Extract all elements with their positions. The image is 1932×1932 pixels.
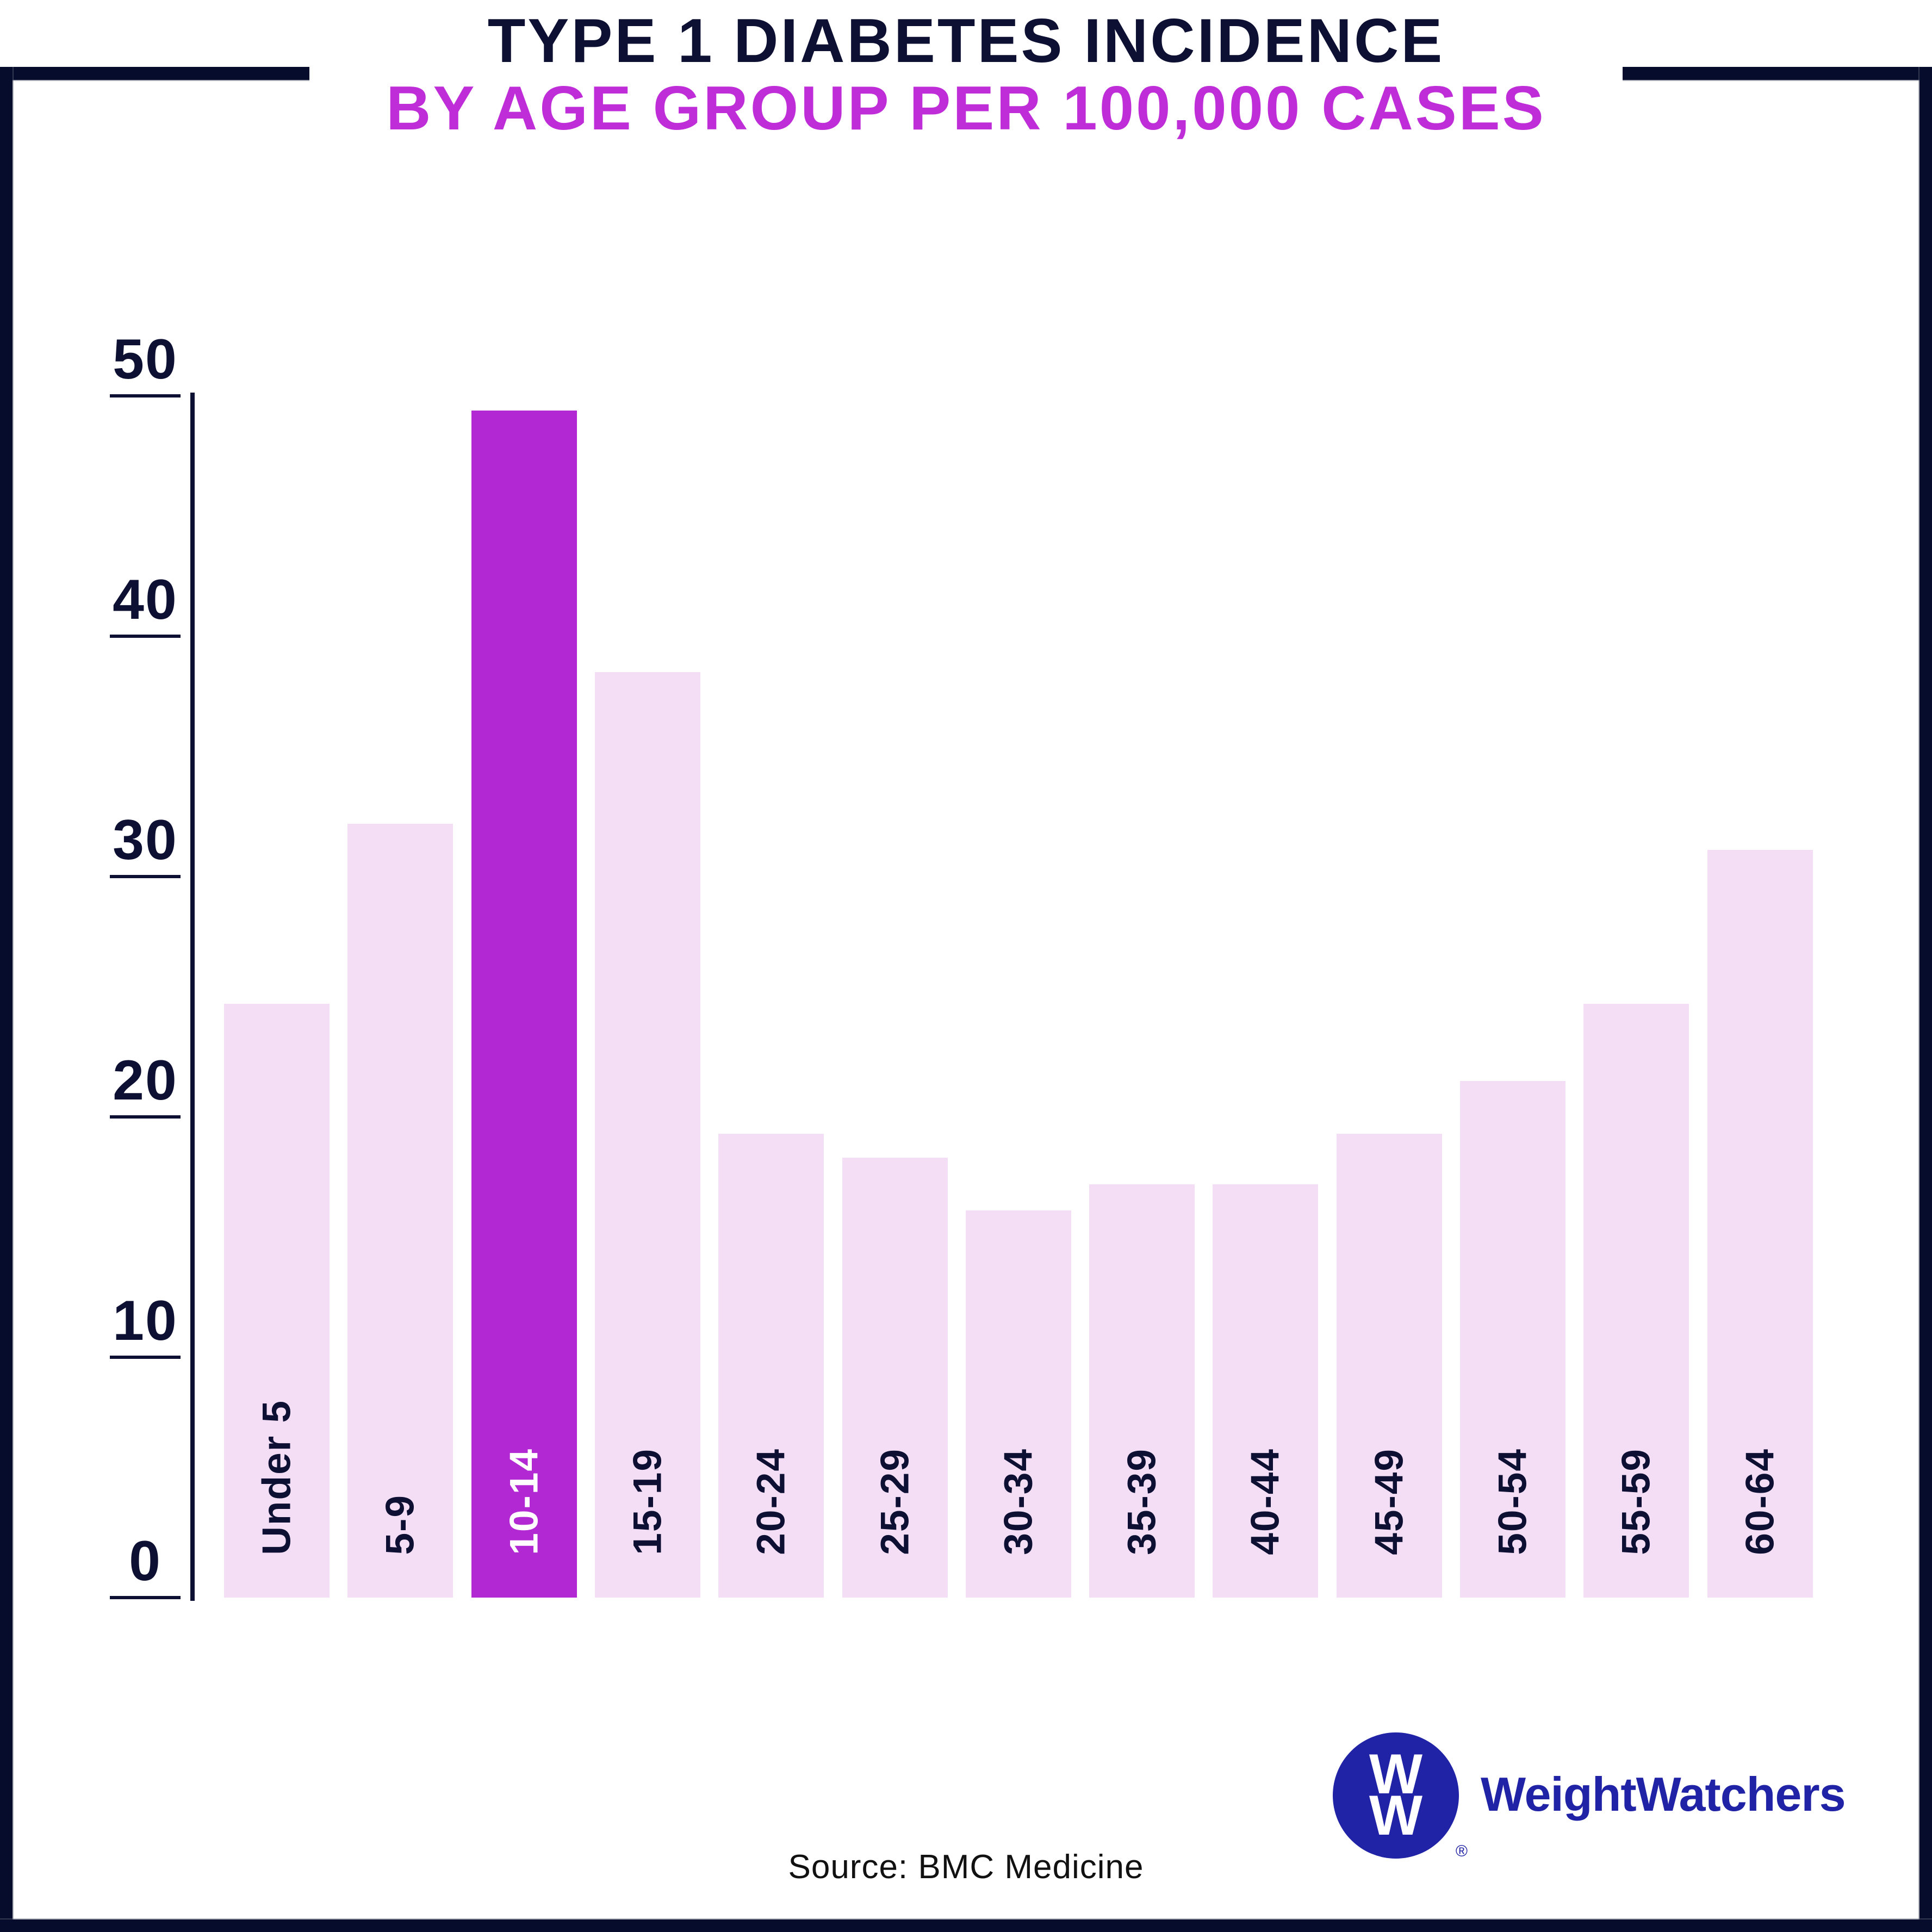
chart-title-line2: BY AGE GROUP PER 100,000 CASES — [386, 74, 1546, 144]
ww-monogram-top-w: W — [1369, 1743, 1423, 1806]
bar-category-label: Under 5 — [254, 1400, 299, 1555]
bar: 45-49 — [1337, 1134, 1442, 1598]
y-axis-line — [190, 393, 195, 1601]
y-tick-label: 50 — [113, 328, 178, 391]
bar-category-label: 45-49 — [1367, 1448, 1412, 1555]
bar-category-label: 5-9 — [378, 1494, 423, 1555]
bar: 15-19 — [595, 672, 700, 1598]
chart-title-line1: TYPE 1 DIABETES INCIDENCE — [487, 7, 1445, 76]
y-tick-mark — [110, 1356, 181, 1359]
y-tick-label: 40 — [113, 568, 178, 631]
weightwatchers-wordmark: WeightWatchers — [1481, 1767, 1846, 1821]
bar: 40-44 — [1213, 1184, 1318, 1598]
y-tick: 30 — [110, 797, 181, 878]
bar-category-label: 30-34 — [996, 1448, 1041, 1555]
ww-monogram-bottom-w: W — [1369, 1784, 1423, 1847]
y-tick-label: 20 — [113, 1049, 178, 1112]
source-caption: Source: BMC Medicine — [788, 1848, 1144, 1886]
y-tick: 40 — [110, 556, 181, 638]
y-tick: 0 — [110, 1518, 181, 1599]
y-tick-label: 0 — [129, 1530, 161, 1593]
bar: 55-59 — [1583, 1004, 1689, 1598]
frame-bottom-edge — [0, 1919, 1932, 1932]
registered-trademark-icon: ® — [1455, 1842, 1468, 1860]
frame-left-edge — [0, 67, 13, 1932]
bar: 30-34 — [966, 1210, 1071, 1598]
y-tick: 50 — [110, 316, 181, 397]
bar-category-label: 40-44 — [1243, 1448, 1288, 1555]
y-tick-mark — [110, 1596, 181, 1599]
y-tick: 20 — [110, 1037, 181, 1119]
bar-category-label: 60-64 — [1738, 1448, 1782, 1555]
y-tick-label: 30 — [113, 809, 178, 872]
bar-highlighted: 10-14 — [471, 411, 577, 1598]
y-tick: 10 — [110, 1277, 181, 1359]
bar: 50-54 — [1460, 1081, 1566, 1598]
bar-category-label: 55-59 — [1614, 1448, 1658, 1555]
y-tick-mark — [110, 394, 181, 397]
bar-category-label: 35-39 — [1120, 1448, 1164, 1555]
y-tick-mark — [110, 1115, 181, 1119]
bar-category-label: 15-19 — [625, 1448, 670, 1555]
ww-monogram-icon: W W — [1333, 1732, 1459, 1859]
y-tick-mark — [110, 875, 181, 878]
bar: 25-29 — [842, 1158, 948, 1598]
bar: Under 5 — [224, 1004, 330, 1598]
bar-category-label: 25-29 — [873, 1448, 917, 1555]
bar: 35-39 — [1089, 1184, 1195, 1598]
bar: 60-64 — [1707, 850, 1813, 1598]
y-tick-label: 10 — [113, 1289, 178, 1352]
bar-category-label: 20-24 — [749, 1448, 793, 1555]
frame-top-right-bracket — [1623, 67, 1932, 80]
frame-right-edge — [1919, 67, 1932, 1932]
y-tick-mark — [110, 635, 181, 638]
bar-category-label: 10-14 — [502, 1448, 546, 1555]
bar: 5-9 — [347, 824, 453, 1598]
weightwatchers-logo: W W ® — [1333, 1732, 1468, 1860]
bar: 20-24 — [718, 1134, 824, 1598]
bar-category-label: 50-54 — [1490, 1448, 1535, 1555]
chart-title: TYPE 1 DIABETES INCIDENCE BY AGE GROUP P… — [0, 7, 1932, 144]
frame-top-left-bracket — [0, 67, 309, 80]
